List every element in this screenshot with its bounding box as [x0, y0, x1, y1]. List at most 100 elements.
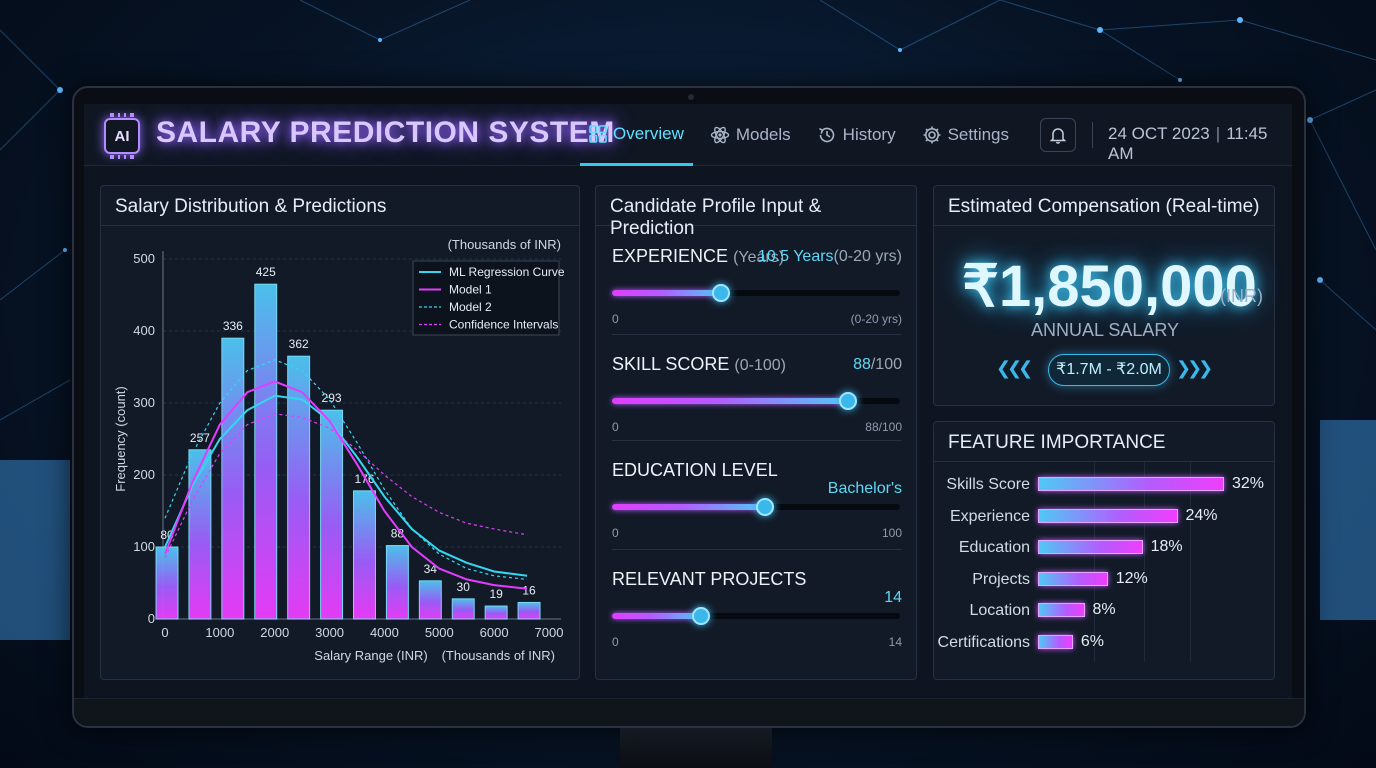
notifications-button[interactable]	[1040, 118, 1076, 152]
slider-handle[interactable]	[712, 284, 731, 302]
feature-bar	[1038, 508, 1178, 523]
bar-value-label: 16	[522, 583, 536, 597]
nav-label: History	[842, 125, 896, 144]
salary-caption: ANNUAL SALARY	[1030, 320, 1180, 340]
time-text: 11:45 AM	[1108, 124, 1268, 163]
nav-label: Settings	[947, 125, 1010, 144]
legend-label: ML Regression Curve	[449, 265, 565, 279]
x-axis-label: Salary Range (INR)	[314, 648, 427, 663]
slider-handle[interactable]	[755, 498, 774, 516]
slider-label: EDUCATION LEVEL	[612, 460, 778, 481]
slider-min: 0	[612, 526, 619, 540]
bar-value-label: 362	[289, 337, 309, 351]
histogram-bar	[188, 449, 212, 620]
slider-skill-score: SKILL SCORE (0-100) 88/100 0 88/100	[612, 352, 902, 434]
bar-value-label: 257	[190, 431, 210, 445]
salary-value: ₹1,850,000	[962, 254, 1257, 319]
histogram-bar	[221, 337, 245, 620]
nav-tab-models[interactable]: Models	[701, 104, 800, 166]
feature-percent: 6%	[1080, 633, 1104, 650]
app-screen: AI SALARY PREDICTION SYSTEM Overview Mod…	[84, 104, 1292, 698]
feature-label: Experience	[949, 507, 1030, 525]
slider-max: 14	[888, 635, 902, 649]
slider-label: SKILL SCORE (0-100)	[612, 354, 786, 375]
feature-percent: 24%	[1185, 506, 1218, 524]
slider-handle[interactable]	[692, 607, 711, 625]
feature-label: Projects	[972, 570, 1030, 588]
slider-fill	[612, 398, 849, 404]
app-title: SALARY PREDICTION SYSTEM	[156, 116, 615, 149]
slider-label: EXPERIENCE (Years)	[612, 246, 784, 267]
x-tick-label: 1000	[205, 625, 234, 640]
feature-label: Education	[958, 539, 1030, 557]
nav-label: Overview	[613, 123, 684, 143]
feature-row: Skills Score 32%	[934, 474, 1276, 496]
slider-label-text: EXPERIENCE	[612, 246, 729, 266]
main-nav: Overview Models History Settings	[580, 104, 1026, 166]
series-curve	[164, 394, 528, 577]
feature-bar	[1038, 477, 1224, 491]
histogram-bar	[254, 283, 278, 620]
bar-value-label: 30	[457, 580, 471, 594]
header-divider	[1092, 122, 1093, 148]
webcam	[688, 94, 694, 100]
feature-percent: 12%	[1115, 569, 1148, 587]
bar-value-label: 88	[391, 527, 405, 541]
nav-tab-overview[interactable]: Overview	[580, 104, 693, 166]
slider-track[interactable]	[612, 498, 900, 516]
feature-importance-panel: FEATURE IMPORTANCE Skills Score 32% Experi…	[933, 421, 1275, 680]
y-axis-label: Frequency (count)	[113, 386, 128, 492]
panel-title: Salary Distribution & Predictions	[101, 186, 579, 226]
legend-label: Confidence Intervals	[449, 318, 558, 332]
slider-divider	[612, 440, 902, 441]
bar-value-label: 336	[223, 319, 243, 333]
histogram-bar	[418, 580, 442, 620]
x-tick-label: 5000	[425, 625, 454, 640]
x-tick-label: 0	[161, 625, 168, 640]
slider-label-sub: (Years)	[733, 249, 785, 266]
nav-tab-history[interactable]: History	[808, 104, 905, 166]
slider-label: RELEVANT PROJECTS	[612, 569, 806, 590]
bar-value-label: 19	[489, 587, 503, 601]
slider-track[interactable]	[612, 284, 900, 302]
slider-handle[interactable]	[839, 392, 858, 410]
grid-icon	[589, 124, 607, 143]
y-tick-label: 200	[133, 467, 155, 482]
datetime-readout: 24 OCT 2023 | 11:45 AM	[1108, 124, 1292, 164]
slider-fill	[612, 504, 765, 510]
slider-max: (0-20 yrs)	[850, 312, 902, 326]
histogram-bar	[517, 601, 541, 620]
slider-fill	[612, 613, 702, 619]
x-tick-label: 7000	[535, 625, 564, 640]
nav-tab-settings[interactable]: Settings	[913, 104, 1018, 166]
y-tick-label: 100	[133, 539, 155, 554]
slider-track[interactable]	[612, 392, 900, 410]
panel-title: Estimated Compensation (Real-time)	[934, 186, 1274, 226]
slider-value-text: 14	[884, 589, 902, 606]
slider-value: Bachelor's	[828, 480, 902, 498]
slider-label-sub: (0-100)	[734, 357, 786, 374]
chart-unit-note: (Thousands of INR)	[448, 237, 561, 252]
candidate-profile-panel: Candidate Profile Input & Prediction EXP…	[595, 185, 917, 680]
feature-bar	[1038, 603, 1085, 618]
feature-percent: 8%	[1092, 601, 1116, 619]
feature-row: Education 18%	[934, 537, 1276, 559]
salary-distribution-panel: Salary Distribution & Predictions 0 100 20…	[100, 185, 580, 680]
x-tick-label: 4000	[370, 625, 399, 640]
histogram-bar	[385, 545, 409, 620]
x-tick-label: 3000	[315, 625, 344, 640]
feature-percent: 18%	[1150, 538, 1183, 556]
y-tick-label: 500	[133, 251, 155, 266]
slider-value: 10.5 Years(0-20 yrs)	[758, 248, 902, 266]
fi-gridline	[1094, 462, 1095, 662]
slider-max: 100	[881, 526, 902, 540]
slider-experience: EXPERIENCE (Years) 10.5 Years(0-20 yrs) 0(…	[612, 244, 902, 326]
feature-row: Certifications 6%	[934, 632, 1276, 654]
slider-relevant-projects: RELEVANT PROJECTS 14 0 14	[612, 567, 902, 649]
slider-track[interactable]	[612, 607, 900, 625]
x-tick-label: 2000	[260, 625, 289, 640]
nav-label: Models	[735, 125, 791, 144]
feature-row: Projects 12%	[934, 569, 1276, 591]
slider-label-text: SKILL SCORE	[612, 354, 730, 374]
slider-divider	[612, 549, 902, 550]
